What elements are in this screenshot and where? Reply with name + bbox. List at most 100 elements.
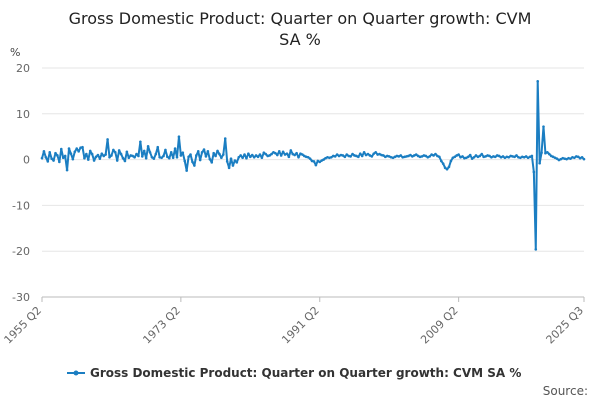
data-point [530, 154, 534, 158]
data-point [270, 152, 273, 156]
data-point [227, 166, 231, 170]
data-point [519, 156, 522, 160]
data-point [90, 152, 94, 156]
data-point [46, 160, 50, 163]
data-point [160, 156, 163, 160]
data-point [256, 155, 260, 159]
data-point [245, 156, 248, 160]
data-point [52, 159, 55, 162]
data-point [391, 156, 395, 160]
data-point [289, 149, 293, 152]
data-point [374, 150, 377, 154]
data-point [104, 153, 107, 156]
data-point [430, 153, 433, 156]
data-point [515, 154, 518, 157]
data-point [204, 155, 208, 158]
data-point [439, 159, 443, 163]
data-point [538, 161, 541, 165]
data-point [185, 169, 188, 172]
data-point [542, 125, 545, 128]
data-point [92, 159, 96, 162]
y-tick-label: 0 [23, 154, 30, 167]
data-point [171, 156, 175, 160]
data-point [247, 152, 250, 155]
data-point [480, 152, 484, 156]
y-tick-label: -10 [12, 199, 30, 212]
data-point [283, 153, 287, 156]
data-point [40, 156, 44, 160]
data-point [384, 155, 387, 159]
data-point [67, 147, 71, 150]
data-point [536, 79, 540, 83]
data-point [274, 151, 277, 155]
data-point [208, 157, 212, 161]
gridlines [42, 67, 584, 298]
x-tick-label: 1955 Q2 [2, 304, 45, 347]
series-line [41, 80, 585, 251]
data-point [553, 156, 557, 160]
data-point [360, 154, 364, 158]
data-point [569, 157, 572, 160]
y-tick-label: 20 [16, 62, 30, 75]
data-point [63, 154, 67, 158]
data-point [507, 156, 511, 159]
data-point [447, 165, 451, 169]
data-point [222, 153, 225, 156]
data-point [137, 154, 140, 158]
data-point [239, 154, 242, 157]
data-point [547, 152, 551, 156]
data-point [306, 156, 310, 159]
data-point [544, 151, 547, 155]
data-point [330, 156, 333, 159]
data-point [358, 152, 362, 155]
data-point [100, 152, 104, 155]
data-point [436, 154, 439, 158]
data-point [455, 154, 459, 157]
data-point [438, 155, 441, 159]
data-point [540, 151, 543, 155]
data-point [98, 157, 102, 160]
data-point [333, 155, 337, 158]
data-point [443, 166, 447, 170]
data-point [565, 157, 568, 161]
data-point [141, 155, 144, 158]
data-point [61, 156, 65, 160]
data-point [162, 154, 165, 158]
legend[interactable]: Gross Domestic Product: Quarter on Quart… [67, 366, 521, 380]
data-point [318, 160, 322, 164]
data-point [470, 157, 474, 160]
data-point [513, 155, 516, 159]
data-point [382, 154, 385, 157]
data-point [69, 152, 73, 155]
data-point [277, 150, 281, 153]
data-point [146, 145, 150, 148]
data-point [135, 152, 138, 156]
data-point [434, 152, 437, 156]
data-point [428, 155, 431, 158]
data-point [580, 156, 584, 159]
data-point [372, 152, 376, 155]
data-point [276, 153, 279, 157]
data-point [503, 156, 507, 160]
data-point [71, 157, 75, 161]
data-point [412, 154, 416, 157]
data-point [501, 155, 505, 158]
data-point [169, 150, 173, 154]
data-point [453, 155, 457, 159]
data-point [457, 153, 460, 156]
data-point [249, 155, 252, 159]
data-point [152, 157, 156, 160]
data-point [127, 156, 131, 160]
data-point [94, 155, 98, 159]
data-point [432, 154, 435, 157]
data-point [488, 154, 491, 158]
data-point [411, 155, 414, 158]
data-point [73, 150, 77, 154]
data-point [212, 151, 215, 155]
data-point [364, 153, 368, 157]
data-point [58, 160, 61, 164]
data-point [497, 154, 501, 158]
data-point [576, 155, 580, 159]
data-point [243, 153, 246, 156]
data-point [287, 155, 291, 159]
